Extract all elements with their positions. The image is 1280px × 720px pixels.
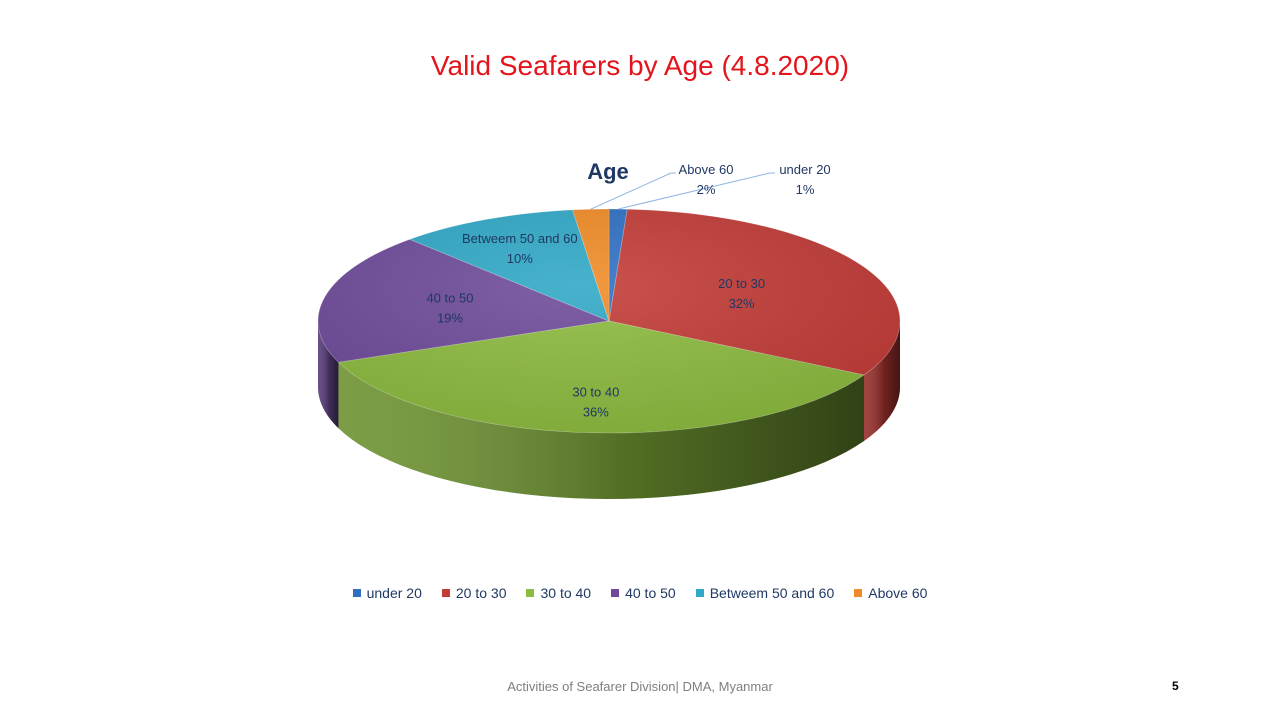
chart-legend: under 20 20 to 30 30 to 40 40 to 50 Betweem … <box>0 585 1280 601</box>
data-label-value-1: 32% <box>729 296 755 311</box>
legend-item-4: Betweem 50 and 60 <box>695 585 835 601</box>
data-label-value-3: 19% <box>437 310 463 325</box>
leader-line-5 <box>590 172 676 210</box>
data-label-value-4: 10% <box>507 251 533 266</box>
pie-side-shade-3 <box>318 321 339 429</box>
pie-labels: under 20 1% 20 to 30 32% 30 to 40 36% 40 to 50… <box>426 162 830 419</box>
data-label-name-1: 20 to 30 <box>718 276 765 291</box>
pie-top-gloss <box>318 209 900 433</box>
legend-swatch-4 <box>695 589 704 597</box>
data-label-name-3: 40 to 50 <box>426 290 473 305</box>
legend-item-3: 40 to 50 <box>611 585 676 601</box>
chart-title: Age <box>587 159 629 184</box>
legend-item-1: 20 to 30 <box>441 585 507 601</box>
legend-swatch-1 <box>441 589 450 597</box>
pie-sides <box>318 321 900 499</box>
legend-swatch-0 <box>352 589 361 597</box>
data-label-value-2: 36% <box>583 404 609 419</box>
data-label-name-2: 30 to 40 <box>572 384 619 399</box>
page-number: 5 <box>1172 679 1179 693</box>
legend-label-0: under 20 <box>366 585 422 601</box>
legend-item-5: Above 60 <box>854 585 927 601</box>
pie-side-shade-2 <box>338 362 865 499</box>
data-label-value-0: 1% <box>796 182 815 197</box>
legend-label-3: 40 to 50 <box>625 585 676 601</box>
legend-swatch-5 <box>854 589 863 597</box>
pie-side-shade-1 <box>864 321 900 441</box>
slide-footer: Activities of Seafarer Division| DMA, My… <box>507 679 773 694</box>
data-label-value-5: 2% <box>697 182 716 197</box>
leader-line-0 <box>618 172 775 210</box>
legend-label-2: 30 to 40 <box>540 585 592 601</box>
legend-swatch-3 <box>611 589 620 597</box>
data-label-name-4: Betweem 50 and 60 <box>462 231 578 246</box>
legend-item-0: under 20 <box>352 585 422 601</box>
legend-label-5: Above 60 <box>868 585 928 601</box>
legend-swatch-2 <box>526 589 535 597</box>
slide-title: Valid Seafarers by Age (4.8.2020) <box>430 50 850 81</box>
legend-label-4: Betweem 50 and 60 <box>709 585 835 601</box>
data-label-name-5: Above 60 <box>679 162 734 177</box>
legend-item-2: 30 to 40 <box>526 585 591 601</box>
legend-label-1: 20 to 30 <box>455 585 507 601</box>
pie-top <box>317 208 901 434</box>
data-label-name-0: under 20 <box>779 162 830 177</box>
